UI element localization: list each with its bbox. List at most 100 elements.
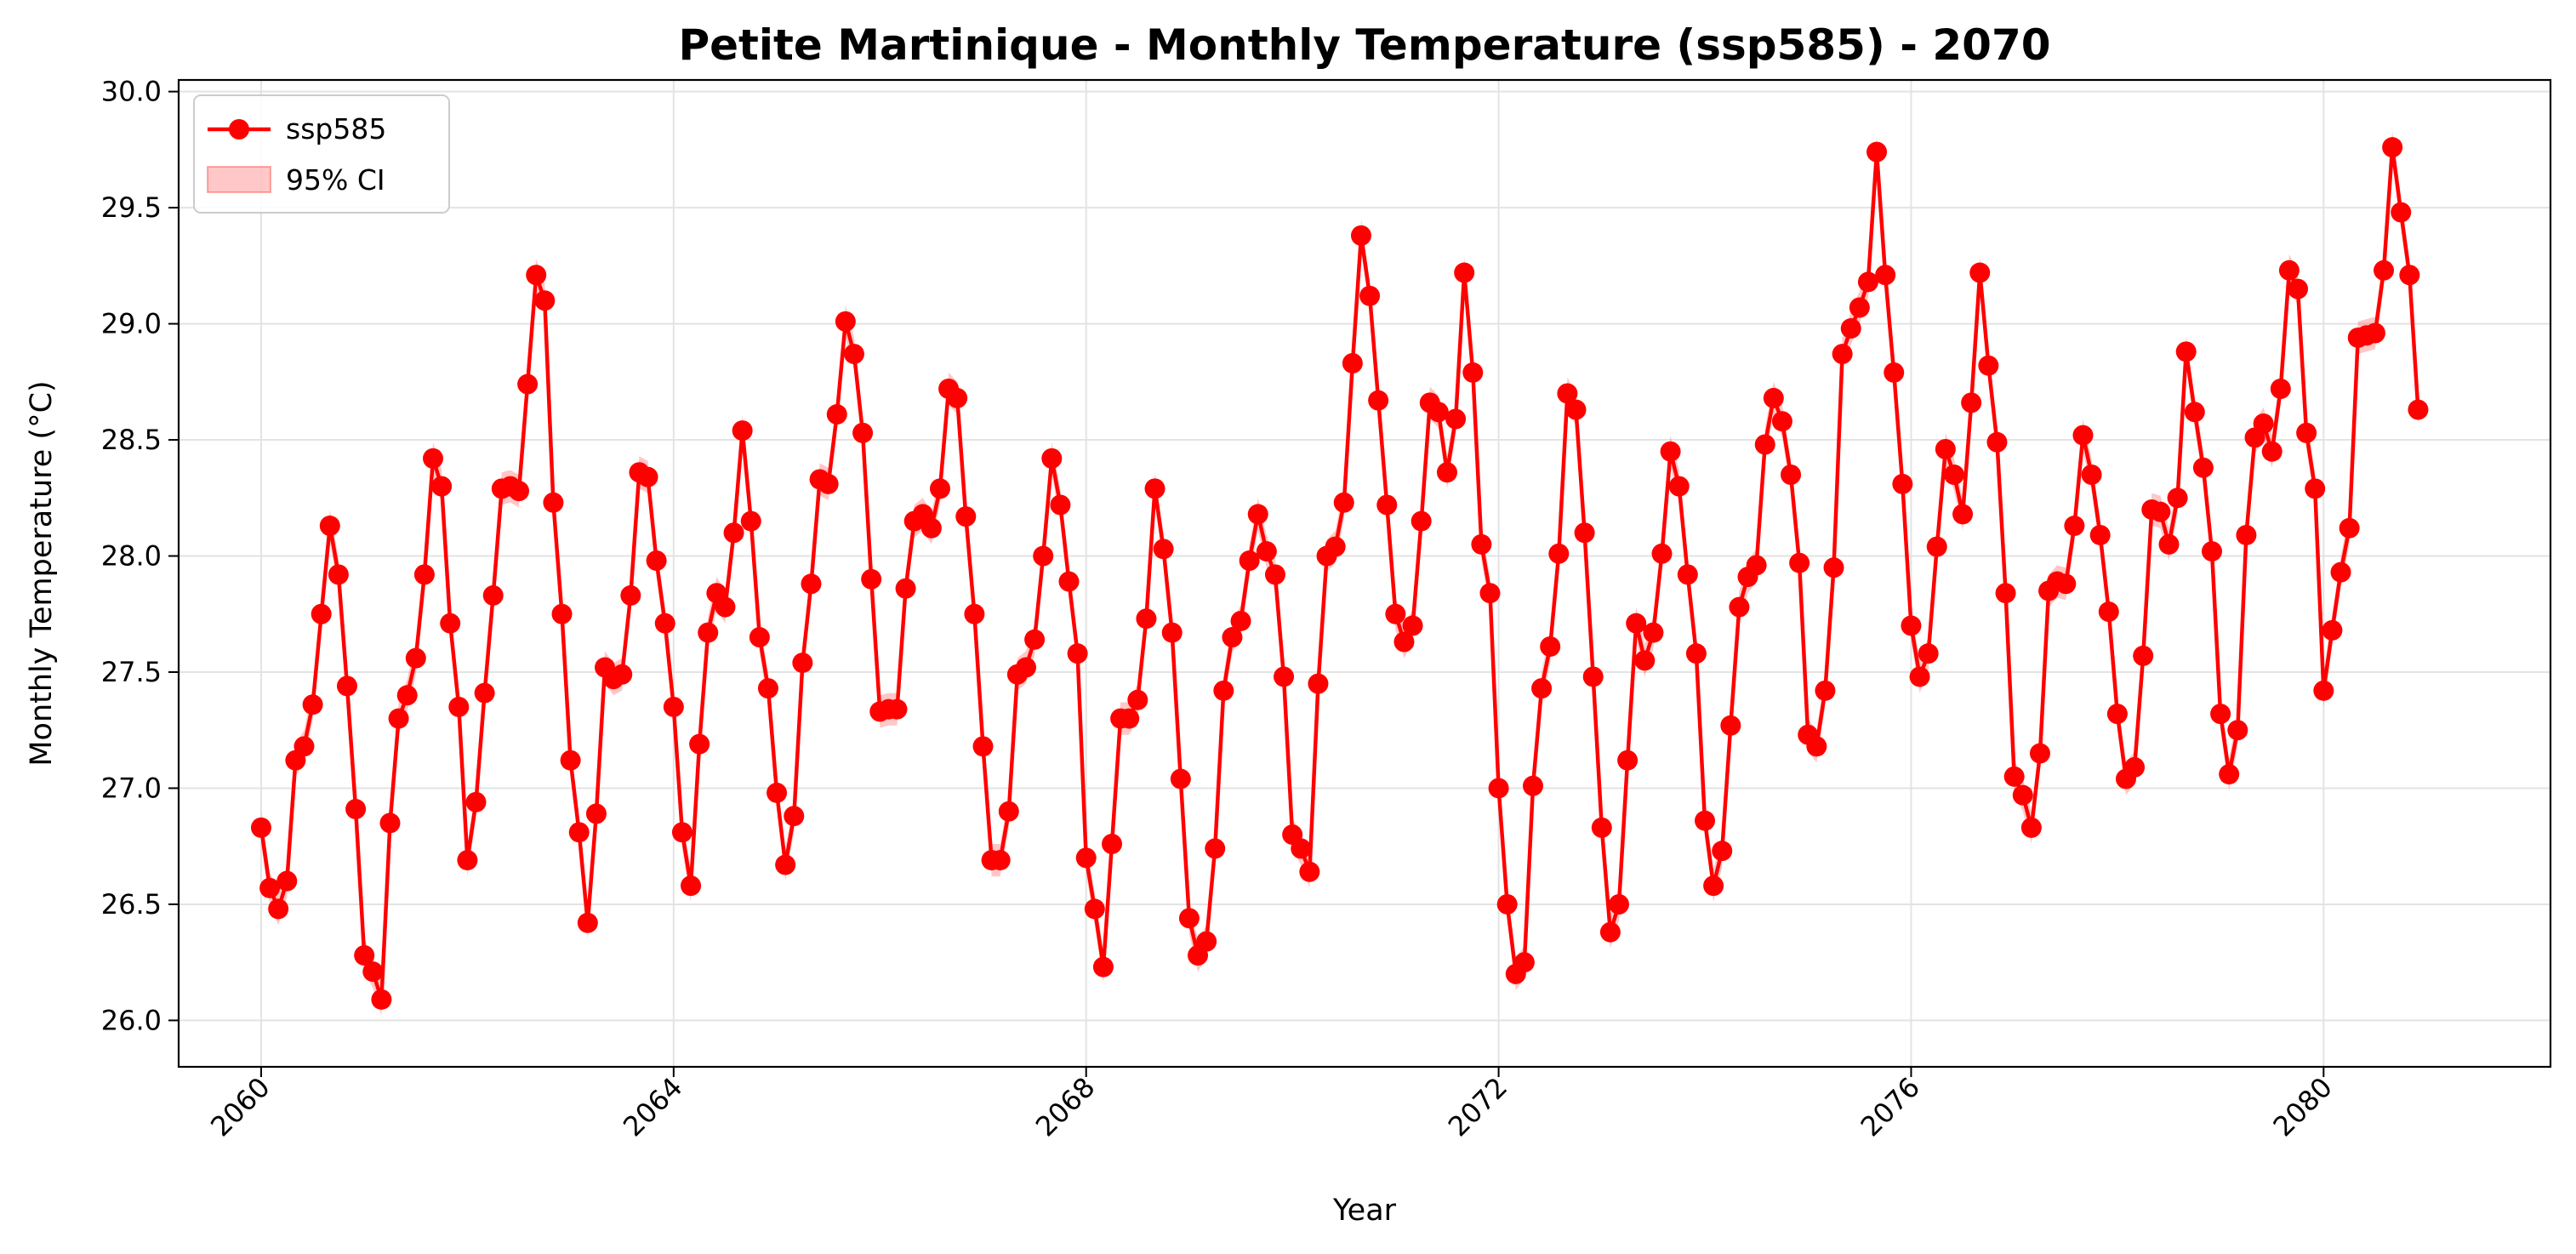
data-point (1299, 861, 1320, 882)
data-point (413, 564, 435, 585)
data-point (1771, 411, 1792, 432)
data-point (715, 596, 736, 618)
data-point (637, 466, 658, 487)
data-point (1540, 636, 1561, 657)
data-point (534, 290, 556, 311)
data-point (1136, 608, 1157, 630)
data-point (698, 622, 719, 643)
data-point (2150, 501, 2171, 522)
y-tick-label: 27.0 (101, 772, 162, 804)
data-point (2029, 743, 2050, 764)
data-point (1033, 545, 1054, 567)
data-point (1857, 271, 1878, 293)
data-point (1952, 504, 1974, 525)
data-point (1729, 596, 1750, 618)
data-point (964, 603, 985, 624)
data-point (2408, 399, 2429, 420)
data-point (577, 912, 598, 933)
y-tick-label: 29.0 (101, 308, 162, 340)
data-point (1170, 768, 1191, 789)
data-point (1677, 564, 1698, 585)
data-point (1634, 650, 1656, 671)
data-point (1754, 434, 1775, 455)
data-point (2399, 265, 2420, 286)
data-point (895, 578, 916, 599)
data-point (2296, 422, 2317, 443)
data-point (465, 791, 487, 812)
data-point (1428, 402, 1449, 423)
data-point (1823, 557, 1844, 579)
data-point (1626, 613, 1647, 634)
data-point (1325, 536, 1346, 557)
data-point (1230, 610, 1251, 631)
y-tick-label: 26.5 (101, 888, 162, 921)
y-axis-label: Monthly Temperature (°C) (25, 380, 59, 766)
data-point (1196, 931, 1217, 952)
data-point (929, 478, 950, 499)
data-point (2236, 524, 2257, 545)
data-point (801, 573, 822, 595)
data-point (1660, 441, 1681, 462)
data-point (1256, 541, 1277, 562)
data-point (1531, 678, 1553, 699)
data-point (646, 550, 667, 571)
data-point (2364, 322, 2385, 344)
data-point (1308, 673, 1329, 694)
data-point (989, 850, 1011, 871)
data-point (1591, 817, 1612, 838)
data-point (689, 733, 710, 755)
data-point (560, 750, 581, 771)
data-point (517, 373, 539, 395)
legend-label-ssp585: ssp585 (286, 112, 386, 145)
data-point (2219, 764, 2240, 785)
y-tick-label: 26.0 (101, 1004, 162, 1036)
data-point (2210, 704, 2231, 725)
data-point (2133, 645, 2154, 666)
data-point (1574, 522, 1595, 544)
plot-frame (177, 78, 2552, 1069)
data-point (354, 944, 375, 966)
data-point (405, 647, 426, 669)
data-point (1763, 387, 1784, 408)
data-point (585, 803, 607, 824)
data-point (1471, 533, 1492, 555)
data-point (319, 516, 340, 537)
data-point (431, 476, 453, 497)
data-point (1926, 536, 1947, 557)
data-point (767, 782, 788, 803)
data-point (2192, 457, 2214, 478)
y-tick-label: 27.5 (101, 656, 162, 688)
data-point (852, 422, 874, 443)
data-point (2158, 533, 2180, 555)
data-point (681, 875, 702, 897)
data-point (1247, 504, 1268, 525)
data-point (362, 961, 384, 983)
data-point (1368, 390, 1389, 411)
data-point (1565, 399, 1587, 420)
data-point (2339, 517, 2360, 539)
data-point (2124, 756, 2146, 778)
data-point (1832, 344, 1853, 365)
data-point (1479, 583, 1501, 604)
data-point (1333, 492, 1354, 513)
data-point (920, 517, 942, 539)
data-point (1102, 833, 1123, 854)
data-point (1041, 447, 1063, 469)
data-point (1685, 643, 1707, 664)
legend: ssp585 95% CI (193, 94, 450, 214)
data-point (1599, 921, 1621, 943)
data-point (2322, 619, 2343, 641)
data-point (1986, 431, 2008, 453)
data-point (1548, 543, 1570, 564)
data-point (1291, 838, 1312, 859)
data-point (328, 564, 349, 585)
data-point (509, 481, 530, 502)
data-point (2261, 441, 2282, 462)
data-point (792, 653, 813, 674)
data-point (482, 584, 504, 606)
data-point (784, 806, 805, 827)
data-point (1222, 627, 1243, 648)
data-point (2278, 259, 2300, 281)
data-point (2288, 278, 2309, 299)
data-point (1961, 392, 1982, 413)
